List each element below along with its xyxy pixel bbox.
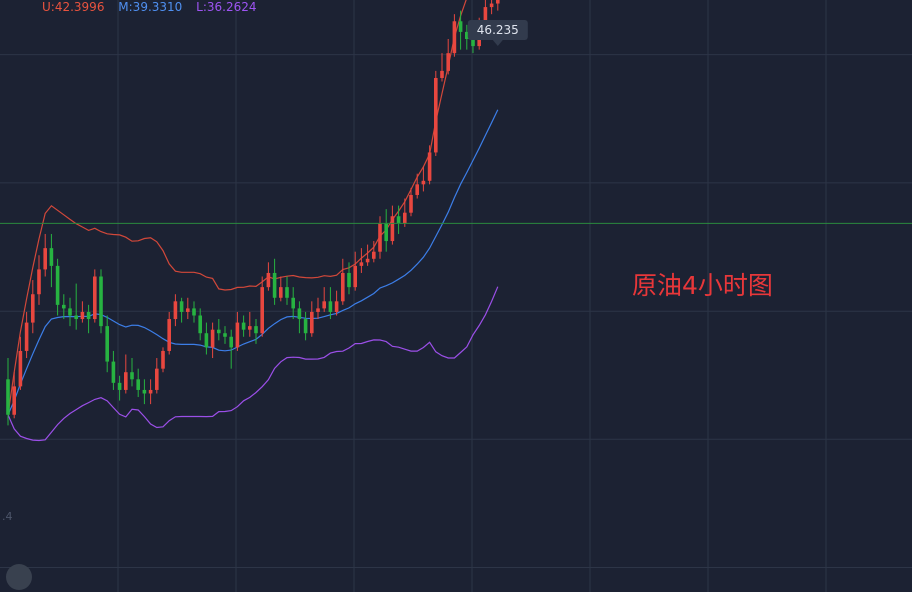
- candle-body: [241, 322, 246, 330]
- chart-annotation: 原油4小时图: [632, 271, 773, 300]
- candle-body: [217, 329, 221, 334]
- candle-body: [483, 7, 488, 22]
- candle-body: [415, 184, 419, 195]
- candle-body: [384, 223, 388, 242]
- max-price-label-pointer: [492, 40, 503, 46]
- candle-body: [192, 308, 196, 316]
- max-price-label-box: [467, 20, 528, 40]
- candle-body: [458, 21, 463, 32]
- candle-body: [496, 0, 500, 4]
- max-price-label: 46.235: [477, 23, 519, 37]
- candle-body: [161, 350, 165, 369]
- candle-body: [204, 333, 209, 348]
- candles: [6, 0, 500, 426]
- candle-body: [291, 297, 295, 309]
- candle-body: [440, 70, 444, 78]
- indicator-legend: U:42.3996 M:39.3310 L:36.2624: [42, 0, 267, 14]
- candle-body: [142, 389, 147, 394]
- axis-tick-fragment: .4: [2, 510, 13, 523]
- candle-body: [297, 308, 302, 320]
- candle-body: [155, 368, 159, 390]
- middle-band-line: [7, 109, 499, 416]
- candle-body: [347, 272, 351, 288]
- candle-body: [390, 216, 395, 242]
- price-overlays: 46.235: [0, 20, 912, 224]
- candle-body: [43, 248, 47, 270]
- candle-body: [403, 212, 407, 224]
- candle-body: [378, 223, 382, 252]
- candle-body: [223, 333, 227, 337]
- candle-body: [328, 301, 333, 312]
- candle-body: [427, 152, 432, 181]
- candle-body: [173, 301, 178, 320]
- candle-body: [266, 272, 271, 288]
- candle-body: [359, 262, 364, 266]
- candle-body: [254, 326, 258, 334]
- candle-body: [74, 315, 78, 320]
- candle-body: [55, 265, 60, 305]
- candle-body: [24, 322, 29, 351]
- candle-body: [471, 38, 475, 47]
- candle-body: [465, 31, 469, 39]
- candle-body: [18, 350, 23, 387]
- candle-body: [62, 304, 66, 309]
- candle-body: [310, 311, 314, 334]
- candle-body: [316, 308, 320, 312]
- candle-body: [93, 276, 97, 320]
- candle-body: [235, 322, 240, 348]
- candle-body: [37, 269, 41, 295]
- candle-body: [409, 194, 413, 213]
- candle-body: [12, 386, 16, 415]
- candle-body: [279, 287, 283, 298]
- candle-body: [117, 382, 122, 390]
- candle-body: [322, 301, 326, 309]
- candle-body: [186, 308, 190, 312]
- candle-body: [372, 251, 376, 259]
- candle-body: [148, 389, 153, 394]
- candle-body: [396, 216, 401, 224]
- candle-body: [434, 77, 438, 153]
- candle-body: [229, 336, 233, 348]
- candle-body: [31, 294, 35, 323]
- candle-body: [136, 379, 140, 390]
- legend-lower-band: L:36.2624: [196, 0, 257, 14]
- candle-body: [80, 311, 85, 320]
- candle-body: [198, 315, 202, 334]
- candle-body: [111, 361, 116, 383]
- candle-body: [99, 276, 103, 327]
- candle-body: [452, 21, 457, 54]
- candle-body: [353, 265, 357, 288]
- candle-body: [130, 372, 134, 380]
- candle-body: [446, 53, 450, 71]
- candle-body: [167, 319, 171, 351]
- candle-body: [124, 372, 128, 390]
- candle-body: [105, 326, 109, 362]
- candle-body: [6, 379, 10, 415]
- legend-middle-band: M:39.3310: [118, 0, 183, 14]
- candle-body: [272, 272, 277, 298]
- candle-body: [303, 319, 308, 334]
- candle-body: [248, 326, 252, 330]
- lower-band-line: [7, 286, 499, 442]
- candle-body: [285, 287, 289, 298]
- candle-body: [421, 180, 426, 185]
- candle-body: [68, 308, 72, 316]
- legend-upper-band: U:42.3996: [42, 0, 105, 14]
- candle-body: [365, 258, 370, 263]
- candle-body: [210, 329, 215, 348]
- candle-body: [341, 272, 345, 302]
- candle-body: [86, 311, 91, 320]
- bollinger-bands: [7, 0, 499, 442]
- candle-body: [260, 287, 264, 334]
- upper-band-line: [7, 0, 467, 415]
- candle-body: [334, 301, 339, 312]
- watermark-logo-icon: [6, 564, 32, 590]
- candle-body: [489, 3, 494, 8]
- candle-body: [49, 248, 54, 266]
- candle-body: [179, 301, 184, 312]
